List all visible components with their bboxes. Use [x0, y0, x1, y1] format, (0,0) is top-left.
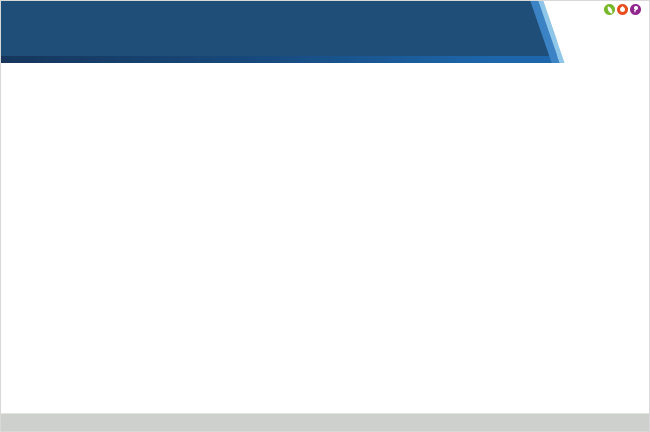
- map-pin-icon: [630, 4, 641, 15]
- y-axis-title: [7, 133, 21, 293]
- leaf-icon: [604, 4, 615, 15]
- logo-icons: [604, 4, 641, 15]
- chart-canvas: [1, 63, 649, 413]
- header-accent-strip: [1, 56, 561, 63]
- source-bar: [1, 413, 649, 431]
- droplet-icon: [617, 4, 628, 15]
- fmi-logo: [530, 1, 649, 63]
- header: [1, 1, 649, 63]
- logo-inner: [565, 1, 649, 63]
